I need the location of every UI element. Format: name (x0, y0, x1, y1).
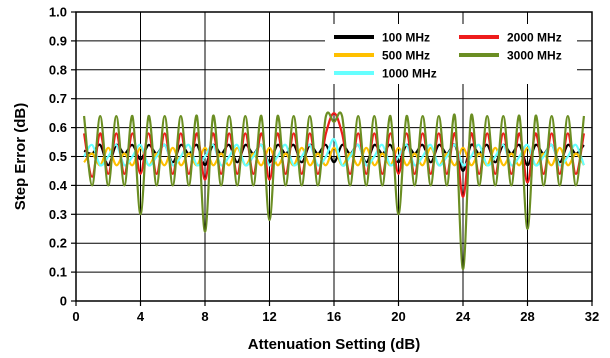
legend-label-1000-mhz: 1000 MHz (382, 67, 437, 81)
y-tick-label: 0.6 (49, 120, 67, 135)
y-axis-title: Step Error (dB) (12, 103, 29, 211)
y-tick-label: 0.5 (49, 149, 67, 164)
x-tick-label: 20 (391, 309, 405, 324)
y-tick-label: 0.3 (49, 207, 67, 222)
legend-label-100-mhz: 100 MHz (382, 31, 430, 45)
y-tick-label: 0.4 (49, 178, 68, 193)
x-tick-label: 12 (262, 309, 276, 324)
series-line-500-mhz (83, 146, 585, 167)
y-tick-label: 0.2 (49, 236, 67, 251)
x-tick-label: 4 (137, 309, 145, 324)
legend-label-3000-mhz: 3000 MHz (507, 49, 562, 63)
y-tick-label: 0.1 (49, 265, 67, 280)
legend: 100 MHz 2000 MHz 500 MHz 3000 MHz 1000 MHz (325, 24, 577, 84)
x-axis-ticks: 0 4 8 12 16 20 24 28 32 (72, 301, 599, 324)
y-tick-label: 0.7 (49, 91, 67, 106)
x-tick-label: 32 (585, 309, 599, 324)
x-axis-title: Attenuation Setting (dB) (248, 336, 420, 353)
y-axis-ticks: 0 0.1 0.2 0.3 0.4 0.5 0.6 0.7 0.8 0.9 1.0 (49, 5, 76, 309)
y-tick-label: 1.0 (49, 5, 67, 20)
x-tick-label: 16 (327, 309, 341, 324)
y-tick-label: 0.9 (49, 33, 67, 48)
x-tick-label: 0 (72, 309, 79, 324)
x-tick-label: 28 (520, 309, 534, 324)
y-tick-label: 0.8 (49, 62, 67, 77)
series-line-3000-mhz (82, 111, 586, 271)
y-tick-label: 0 (60, 294, 67, 309)
x-tick-label: 8 (201, 309, 208, 324)
legend-label-500-mhz: 500 MHz (382, 49, 430, 63)
x-tick-label: 24 (456, 309, 471, 324)
legend-label-2000-mhz: 2000 MHz (507, 31, 562, 45)
series-lines (82, 111, 586, 271)
